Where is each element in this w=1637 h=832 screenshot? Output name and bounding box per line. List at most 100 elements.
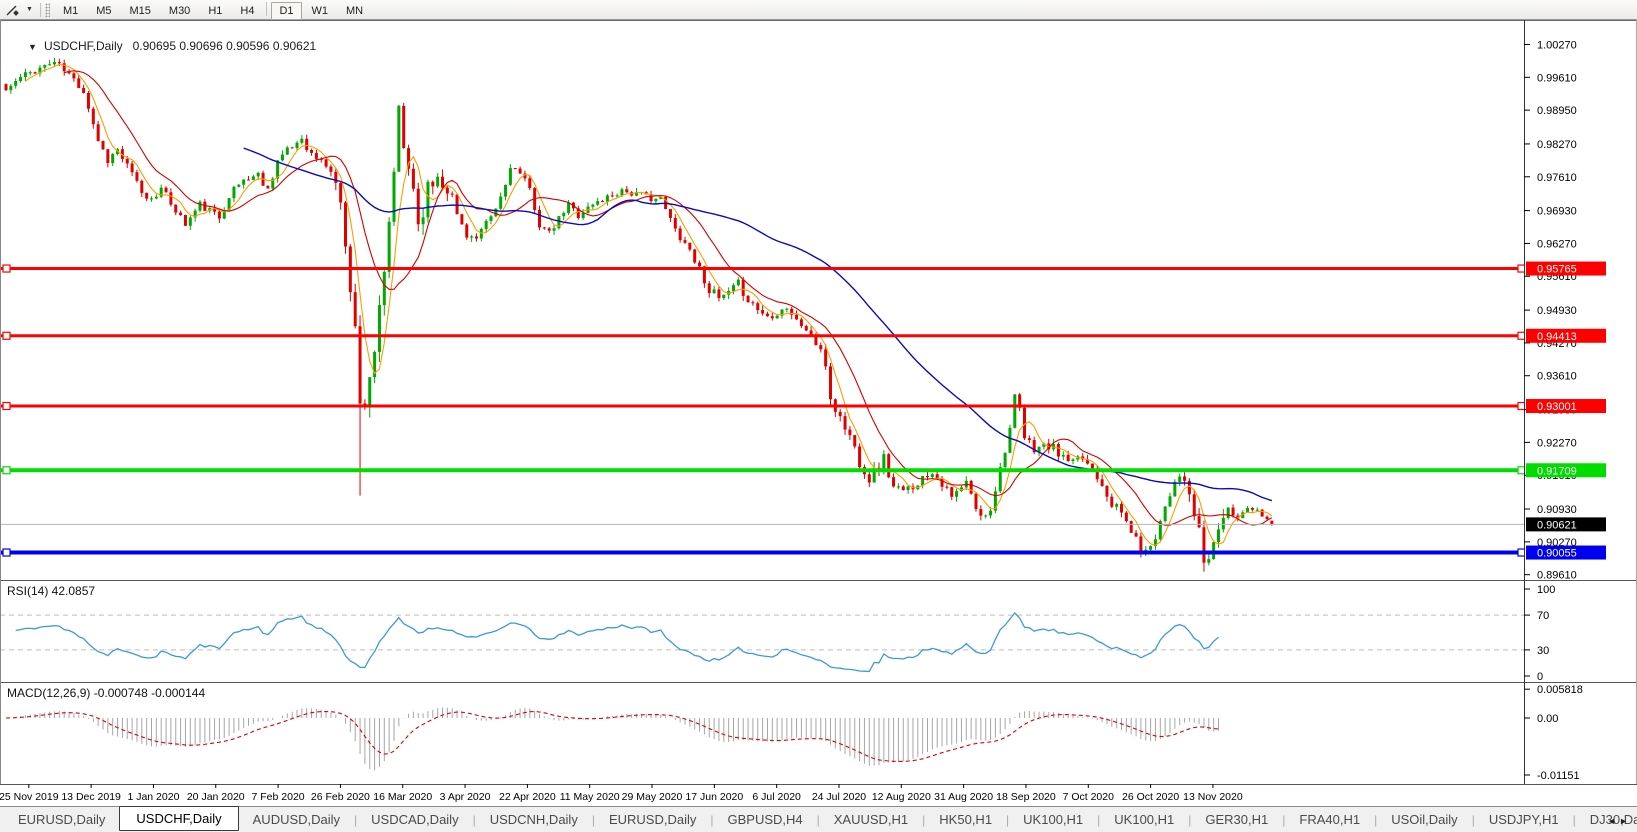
chart-tab-XAUUSD-H1[interactable]: XAUUSD,H1 [833, 812, 909, 827]
toolbar-separator [39, 2, 41, 17]
svg-text:0.00: 0.00 [1537, 713, 1558, 725]
tab-separator: | [354, 812, 358, 827]
chart-tab-USOil-Daily[interactable]: USOil,Daily [1391, 812, 1458, 827]
timeframe-button-D1[interactable]: D1 [271, 1, 302, 20]
chart-symbol: USDCHF,Daily [43, 39, 123, 53]
svg-text:7 Feb 2020: 7 Feb 2020 [252, 791, 305, 803]
tab-separator: | [1572, 812, 1576, 827]
svg-text:0.91709: 0.91709 [1537, 465, 1577, 477]
chart-tab-UK100-H1[interactable]: UK100,H1 [1023, 812, 1084, 827]
price-badge-0.95765: 0.95765 [1526, 261, 1606, 276]
svg-text:30: 30 [1537, 645, 1549, 657]
svg-text:100: 100 [1537, 584, 1555, 596]
timeframe-button-MN[interactable]: MN [346, 4, 364, 17]
svg-text:0: 0 [1537, 671, 1543, 683]
chart-tab-AUDUSD-Daily[interactable]: AUDUSD,Daily [252, 812, 341, 827]
chart-tab-DJ30-Daily[interactable]: DJ30,Daily [1589, 812, 1637, 827]
svg-text:6 Jul 2020: 6 Jul 2020 [752, 791, 801, 803]
svg-text:12 Aug 2020: 12 Aug 2020 [872, 791, 931, 803]
tab-separator: | [1374, 812, 1378, 827]
date-axis: 25 Nov 2019 13 Dec 2019 1 Jan 2020 20 Jan 2… [0, 784, 1243, 803]
tab-separator: | [1471, 812, 1475, 827]
tab-scroll-left-icon: ◄ [1607, 816, 1620, 826]
svg-text:7 Oct 2020: 7 Oct 2020 [1063, 791, 1115, 803]
svg-text:24 Jul 2020: 24 Jul 2020 [812, 791, 866, 803]
timeframe-button-W1[interactable]: W1 [311, 4, 329, 17]
svg-text:0.93001: 0.93001 [1537, 401, 1577, 413]
tool-dropdown-icon[interactable]: ▼ [26, 6, 33, 13]
price-badge-0.94413: 0.94413 [1526, 328, 1606, 343]
chart-tab-USDCHF-Daily[interactable]: USDCHF,Daily [119, 805, 239, 831]
chart-canvas[interactable]: 1.00270 0.99610 0.98950 0.98270 0.97610 0.969… [0, 20, 1637, 806]
macd-indicator-label: MACD(12,26,9) -0.000748 -0.000144 [7, 686, 206, 700]
svg-text:70: 70 [1537, 610, 1549, 622]
svg-text:26 Oct 2020: 26 Oct 2020 [1122, 791, 1179, 803]
tab-separator: | [1282, 812, 1286, 827]
svg-text:1.00270: 1.00270 [1537, 39, 1577, 51]
svg-text:11 May 2020: 11 May 2020 [560, 791, 620, 803]
svg-text:31 Aug 2020: 31 Aug 2020 [934, 791, 993, 803]
svg-text:0.95765: 0.95765 [1537, 264, 1577, 276]
svg-text:0.98950: 0.98950 [1537, 105, 1577, 117]
timeframe-button-M1[interactable]: M1 [62, 4, 79, 17]
timeframe-button-M30[interactable]: M30 [168, 4, 191, 17]
chart-tab-HK50-H1[interactable]: HK50,H1 [939, 812, 993, 827]
tab-separator: | [816, 812, 820, 827]
svg-text:0.98270: 0.98270 [1537, 139, 1577, 151]
rsi-indicator-label: RSI(14) 42.0857 [7, 584, 96, 598]
svg-text:0.94413: 0.94413 [1537, 331, 1577, 343]
timeframe-button-M5[interactable]: M5 [96, 4, 112, 17]
tab-scroll-right-icon: ► [1619, 816, 1631, 826]
svg-text:0.90055: 0.90055 [1537, 548, 1577, 560]
svg-text:0.90930: 0.90930 [1537, 504, 1577, 516]
chart-tab-EURUSD-Daily[interactable]: EURUSD,Daily [608, 812, 697, 827]
svg-text:20 Jan 2020: 20 Jan 2020 [187, 791, 245, 803]
tab-separator: | [591, 812, 595, 827]
ohlc-low: 0.90596 [226, 39, 270, 53]
svg-text:13 Nov 2020: 13 Nov 2020 [1183, 791, 1243, 803]
svg-text:13 Dec 2019: 13 Dec 2019 [61, 791, 121, 803]
tab-separator: | [1188, 812, 1192, 827]
chart-window[interactable]: ▼ USDCHF,Daily 0.90695 0.90696 0.90596 0.9… [0, 20, 1637, 806]
svg-text:3 Apr 2020: 3 Apr 2020 [440, 791, 491, 803]
svg-text:0.94930: 0.94930 [1537, 305, 1577, 317]
price-axis: 1.00270 0.99610 0.98950 0.98270 0.97610 0.969… [1524, 39, 1606, 782]
svg-text:29 May 2020: 29 May 2020 [622, 791, 683, 803]
tab-scroll-arrows[interactable]: ◄► [1607, 816, 1631, 826]
chart-title-collapse-icon[interactable]: ▼ [28, 42, 37, 52]
chart-tab-GER30-H1[interactable]: GER30,H1 [1205, 812, 1269, 827]
chart-tab-USDCAD-Daily[interactable]: USDCAD,Daily [371, 812, 459, 827]
svg-text:0.99610: 0.99610 [1537, 72, 1577, 84]
chart-tab-USDJPY-H1[interactable]: USDJPY,H1 [1488, 812, 1559, 827]
chart-tab-USDCNH-Daily[interactable]: USDCNH,Daily [489, 812, 578, 827]
svg-text:0.93610: 0.93610 [1537, 371, 1577, 383]
svg-text:0.89610: 0.89610 [1537, 570, 1577, 582]
timeframe-button-M15[interactable]: M15 [129, 4, 151, 17]
chart-title: ▼ USDCHF,Daily 0.90695 0.90696 0.90596 0.9… [8, 25, 316, 67]
svg-text:25 Nov 2019: 25 Nov 2019 [0, 791, 59, 803]
chart-tab-GBPUSD-H4[interactable]: GBPUSD,H4 [727, 812, 803, 827]
horizontal-level-lines[interactable] [0, 264, 1525, 557]
svg-text:22 Apr 2020: 22 Apr 2020 [499, 791, 556, 803]
toolbar-drag-grip[interactable] [44, 2, 50, 17]
svg-text:26 Feb 2020: 26 Feb 2020 [311, 791, 370, 803]
tab-separator: | [1006, 812, 1010, 827]
line-draw-tool-icon[interactable] [2, 2, 22, 18]
timeframe-button-H4[interactable]: H4 [240, 4, 255, 17]
tab-separator: | [1097, 812, 1101, 827]
svg-text:0.96270: 0.96270 [1537, 238, 1577, 250]
chart-tab-bar: EURUSD,Daily USDCHF,Daily AUDUSD,Daily | USD… [0, 805, 1637, 832]
timeframe-button-H1[interactable]: H1 [208, 4, 223, 17]
ohlc-open: 0.90695 [132, 39, 177, 53]
price-badge-0.91709: 0.91709 [1526, 463, 1606, 478]
chart-tab-EURUSD-Daily[interactable]: EURUSD,Daily [18, 812, 106, 827]
tab-separator: | [922, 812, 926, 827]
ohlc-close: 0.90621 [272, 39, 317, 53]
svg-text:0.96930: 0.96930 [1537, 206, 1577, 218]
chart-tab-UK100-H1[interactable]: UK100,H1 [1114, 812, 1175, 827]
price-badge-0.93001: 0.93001 [1526, 399, 1606, 414]
price-badge-0.90621: 0.90621 [1526, 517, 1606, 532]
chart-tab-FRA40-H1[interactable]: FRA40,H1 [1299, 812, 1361, 827]
svg-text:0.90621: 0.90621 [1537, 519, 1577, 531]
svg-text:0.005818: 0.005818 [1537, 684, 1583, 696]
